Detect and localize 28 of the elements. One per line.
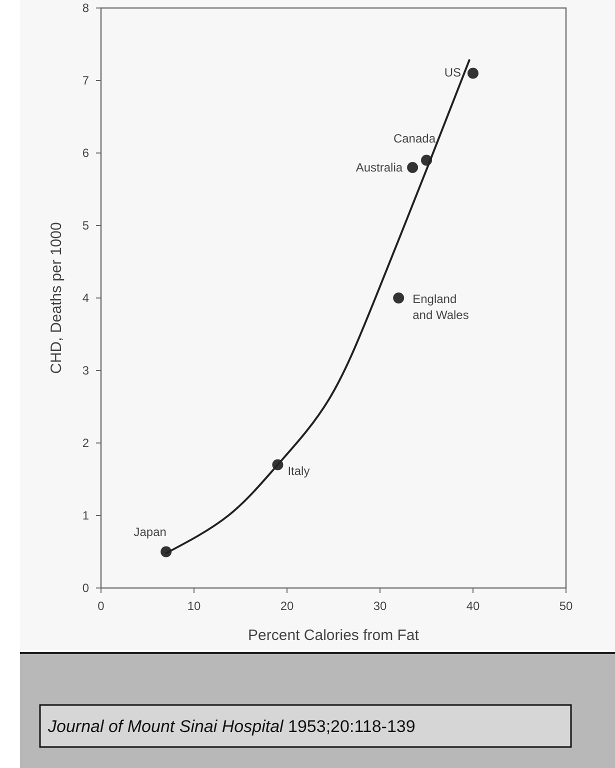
point xyxy=(393,292,404,304)
x-axis-title: Percent Calories from Fat xyxy=(248,627,420,644)
y-tick-label: 5 xyxy=(82,218,90,232)
y-tick-label: 6 xyxy=(82,146,90,160)
y-tick-label: 0 xyxy=(82,581,90,595)
x-tick-label: 0 xyxy=(98,599,105,613)
annotation: US xyxy=(444,65,461,80)
y-tick-label: 2 xyxy=(82,436,90,450)
x-tick-label: 10 xyxy=(187,599,201,613)
annotation: Italy xyxy=(288,464,310,478)
x-tick-label: 20 xyxy=(280,599,294,613)
text: 1953;20:118-139 xyxy=(283,717,416,736)
y-tick-label: 8 xyxy=(82,1,90,15)
y-tick-label: 3 xyxy=(82,364,90,378)
x-tick-label: 30 xyxy=(373,599,387,613)
x-tick-label: 50 xyxy=(559,599,573,613)
x-tick-label: 40 xyxy=(466,599,480,613)
y-axis-title: CHD, Deaths per 1000 xyxy=(48,222,65,374)
annotation: Canada xyxy=(393,131,436,146)
y-tick-label: 1 xyxy=(82,508,90,522)
y-tick-label: 4 xyxy=(82,291,90,305)
annotation: Japan xyxy=(134,524,166,539)
y-tick-label: 7 xyxy=(82,74,90,88)
text: Journal of Mount Sinai Hospital xyxy=(47,717,285,736)
point xyxy=(407,162,418,173)
annotation: Australia xyxy=(356,160,403,174)
point xyxy=(468,68,478,79)
annotation: England and Wales xyxy=(412,292,469,322)
